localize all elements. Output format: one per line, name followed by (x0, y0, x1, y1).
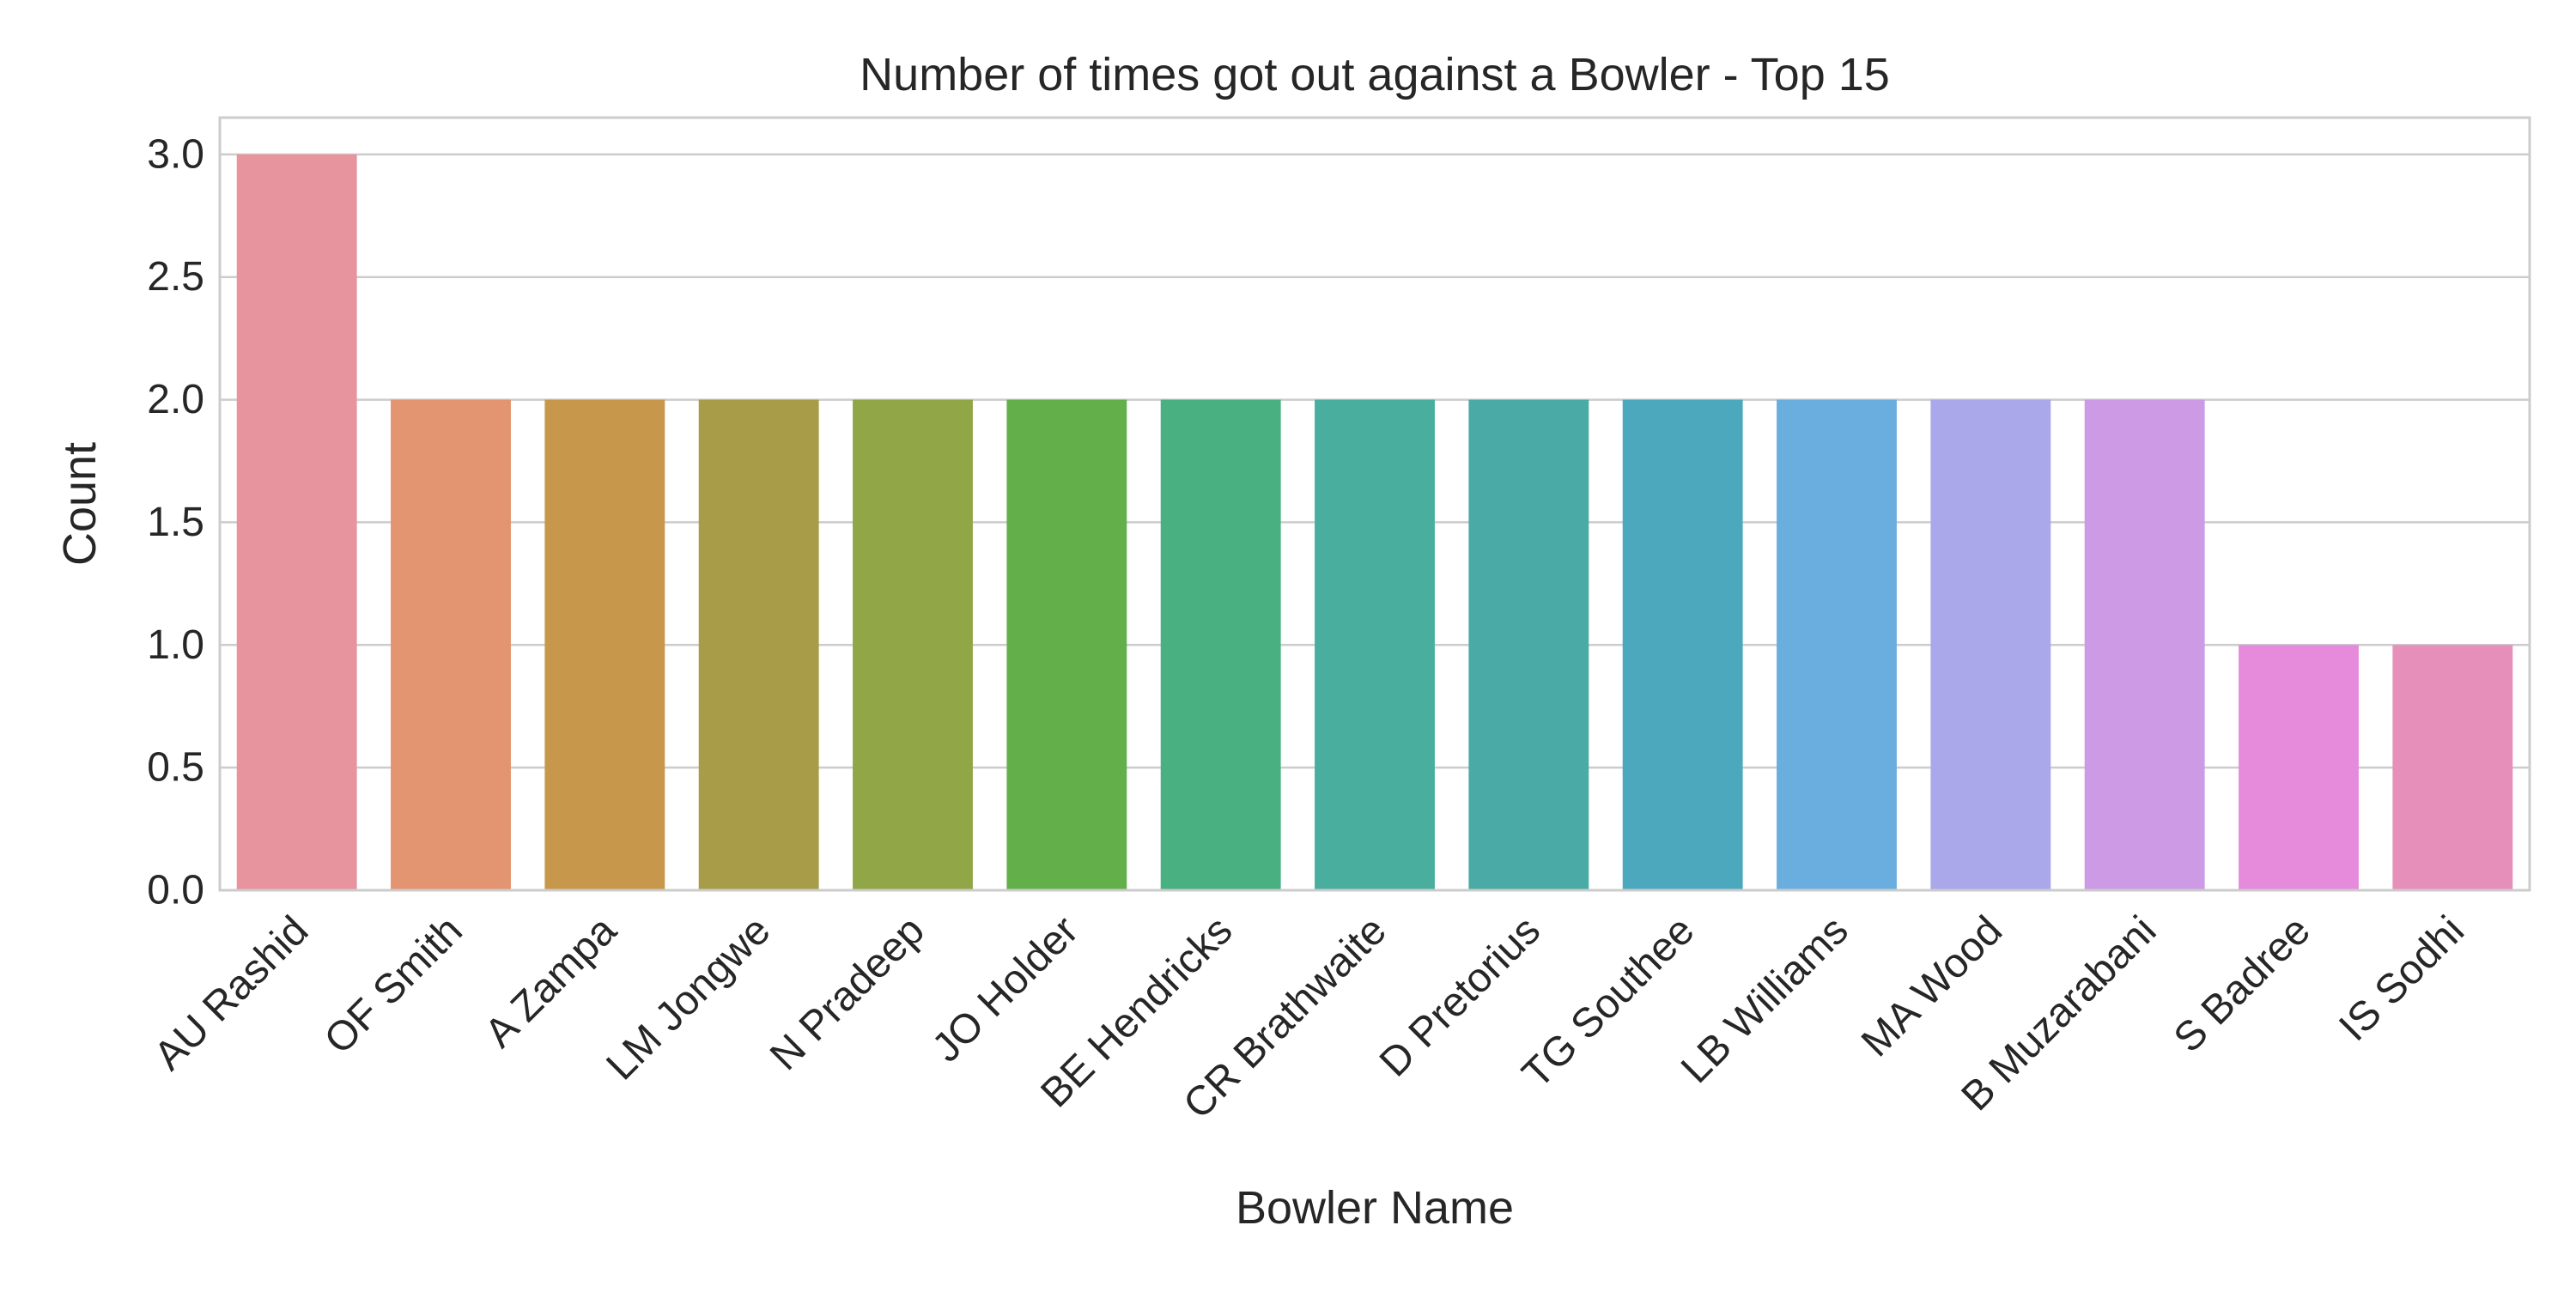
bar-n-pradeep (853, 399, 973, 891)
bar-s-badree (2239, 645, 2359, 890)
y-tick-label: 3.0 (147, 131, 204, 177)
y-tick-label: 0.5 (147, 745, 204, 791)
bar-jo-holder (1006, 399, 1127, 891)
x-axis-title: Bowler Name (1236, 1182, 1514, 1234)
bar-d-pretorius (1468, 399, 1589, 891)
y-axis-title: Count (54, 442, 106, 566)
x-tick-label: AU Rashid (146, 907, 318, 1079)
bar-b-muzarabani (2084, 399, 2205, 891)
bar-of-smith (391, 399, 511, 891)
bars (236, 154, 2513, 891)
bar-a-zampa (544, 399, 665, 891)
x-tick-label: OF Smith (316, 907, 471, 1063)
plot-frame (218, 116, 2531, 892)
bar-cr-brathwaite (1315, 399, 1435, 891)
bar-lb-williams (1777, 399, 1897, 891)
y-tick-label: 1.5 (147, 500, 204, 545)
bar-au-rashid (236, 154, 357, 890)
y-tick-label: 1.0 (147, 622, 204, 668)
x-tick-label: S Badree (2166, 907, 2319, 1061)
x-tick-label: IS Sodhi (2330, 907, 2473, 1050)
bar-ma-wood (1930, 399, 2051, 891)
y-tick-labels: 0.0 0.5 1.0 1.5 2.0 2.5 3.0 (147, 131, 204, 913)
bar-be-hendricks (1160, 399, 1281, 891)
y-tick-label: 0.0 (147, 868, 204, 913)
chart-title: Number of times got out against a Bowler… (860, 49, 1890, 100)
bar-tg-southee (1622, 399, 1743, 891)
x-tick-label: A Zampa (477, 907, 626, 1057)
y-tick-label: 2.0 (147, 377, 204, 422)
bar-is-sodhi (2392, 645, 2513, 890)
x-tick-label: JO Holder (924, 907, 1087, 1071)
x-tick-label: LM Jongwe (598, 907, 779, 1089)
x-tick-label: N Pradeep (762, 907, 933, 1079)
y-tick-label: 2.5 (147, 254, 204, 300)
bar-lm-jongwe (698, 399, 819, 891)
x-tick-label: MA Wood (1853, 907, 2011, 1065)
x-tick-label: LB Williams (1673, 907, 1857, 1092)
